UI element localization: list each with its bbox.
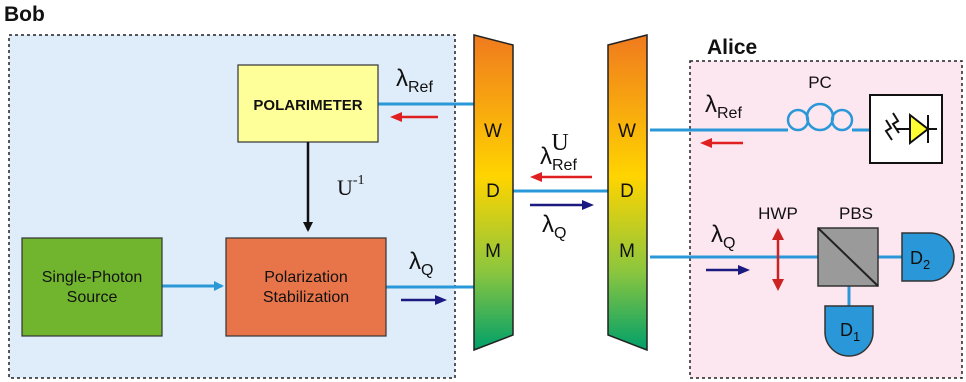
- link-u-label: U: [551, 130, 568, 156]
- link-ref-arrow-head: [530, 172, 542, 182]
- wdm-left-w: W: [484, 121, 502, 142]
- bob-lambda-q-symbol: λ: [409, 248, 421, 275]
- wdm-left-m: M: [485, 241, 501, 262]
- laser-diode-icon: [884, 112, 937, 146]
- single-photon-source-box: [21, 237, 163, 337]
- link-lambda-q-symbol: λ: [542, 211, 554, 238]
- link-lambda-q-sub: Q: [554, 225, 566, 242]
- alice-lambda-ref-symbol: λ: [705, 91, 717, 118]
- wdm-left: [473, 34, 514, 352]
- wdm-right-d: D: [620, 181, 634, 202]
- alice-lambda-q-symbol: λ: [711, 221, 723, 248]
- link-lambda-ref-symbol: λ: [540, 143, 552, 170]
- bob-q-arrow-head: [435, 295, 447, 305]
- alice-lambda-q-sub: Q: [723, 235, 735, 252]
- bob-title: Bob: [4, 3, 45, 26]
- pbs-diagonal: [817, 227, 879, 287]
- stabilization-label-line1: Polarization: [264, 269, 348, 286]
- d2-label: D2: [910, 248, 930, 272]
- link-lambda-ref-sub: Ref: [552, 157, 577, 174]
- alice-lambda-ref: λRef: [705, 91, 742, 122]
- wdm-left-d: D: [486, 181, 500, 202]
- bob-lambda-q-sub: Q: [421, 262, 433, 279]
- hwp-arrow-up: [772, 228, 784, 240]
- bob-ref-arrow-head: [390, 112, 402, 122]
- polarization-controller-icon: [786, 102, 854, 132]
- pc-label: PC: [808, 73, 832, 92]
- polarization-stabilization-box: [225, 237, 387, 337]
- hwp-arrow-down: [772, 279, 784, 291]
- link-lambda-ref: λRef: [540, 143, 577, 174]
- u-inverse-base: U: [337, 175, 353, 200]
- bob-lambda-ref: λRef: [396, 65, 433, 96]
- polarimeter-box: [237, 64, 379, 143]
- detector-d2: [901, 232, 955, 282]
- polarimeter-label: POLARIMETER: [253, 97, 362, 114]
- source-label-line2: Source: [67, 289, 118, 306]
- d1-label: D1: [840, 320, 860, 344]
- hwp-label: HWP: [758, 204, 798, 223]
- bob-lambda-q: λQ: [409, 248, 433, 279]
- alice-title: Alice: [707, 36, 757, 59]
- alice-lambda-ref-sub: Ref: [717, 105, 742, 122]
- detector-d1: [824, 305, 874, 357]
- d2-symbol: D: [910, 248, 923, 268]
- link-lambda-q: λQ: [542, 211, 566, 242]
- d2-sub: 2: [923, 257, 930, 272]
- d1-symbol: D: [840, 320, 853, 340]
- wdm-right-w: W: [618, 121, 636, 142]
- alice-lambda-q: λQ: [711, 221, 735, 252]
- wdm-right: [607, 34, 648, 352]
- bob-lambda-ref-sub: Ref: [408, 79, 433, 96]
- u-inverse-label: U-1: [337, 173, 365, 200]
- bob-lambda-ref-symbol: λ: [396, 65, 408, 92]
- pbs-label: PBS: [839, 204, 873, 223]
- u-inverse-sup: -1: [353, 173, 365, 188]
- d1-sub: 1: [853, 329, 860, 344]
- alice-q-arrow-head: [738, 265, 750, 275]
- alice-ref-arrow-head: [700, 138, 712, 148]
- wdm-right-m: M: [619, 241, 635, 262]
- stabilization-label-line2: Stabilization: [263, 289, 349, 306]
- link-q-arrow-head: [582, 200, 594, 210]
- source-label-line1: Single-Photon: [42, 269, 143, 286]
